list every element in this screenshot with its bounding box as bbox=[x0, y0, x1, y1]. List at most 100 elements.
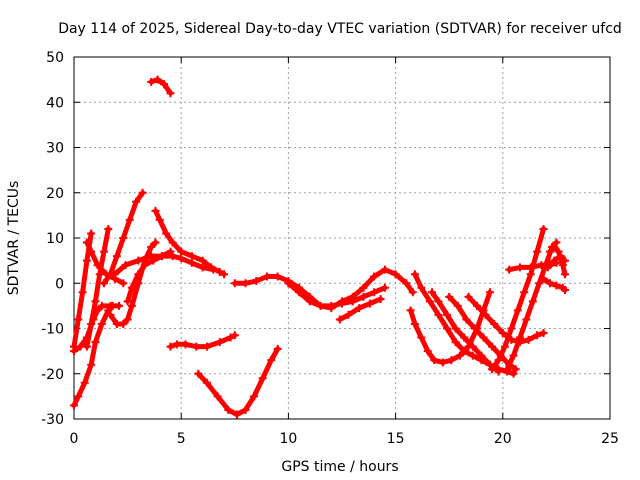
series-arc-12 bbox=[166, 331, 239, 351]
data-point bbox=[125, 215, 134, 224]
data-point bbox=[539, 224, 548, 233]
data-point bbox=[560, 256, 569, 265]
data-series bbox=[70, 75, 569, 419]
data-point bbox=[153, 75, 162, 84]
data-point bbox=[524, 335, 533, 344]
data-point bbox=[187, 252, 196, 261]
data-point bbox=[119, 319, 128, 328]
data-point bbox=[140, 261, 149, 270]
data-point bbox=[241, 279, 250, 288]
series-line bbox=[148, 77, 173, 96]
x-tick-label: 10 bbox=[279, 431, 297, 447]
data-point bbox=[438, 358, 447, 367]
data-point bbox=[344, 310, 353, 319]
data-point bbox=[560, 270, 569, 279]
x-tick-label: 25 bbox=[601, 431, 619, 447]
data-point bbox=[481, 310, 490, 319]
data-point bbox=[162, 229, 171, 238]
data-point bbox=[511, 365, 520, 374]
data-point bbox=[556, 252, 565, 261]
data-point bbox=[522, 315, 531, 324]
data-point bbox=[370, 288, 379, 297]
data-point bbox=[213, 392, 222, 401]
data-point bbox=[485, 288, 494, 297]
data-point bbox=[70, 401, 78, 410]
series-line bbox=[545, 253, 568, 270]
x-tick-labels: 0 5 10 15 20 25 bbox=[70, 431, 619, 447]
data-point bbox=[93, 261, 102, 270]
data-point bbox=[460, 333, 469, 342]
data-point bbox=[110, 270, 119, 279]
data-point bbox=[494, 356, 503, 365]
data-point bbox=[447, 356, 456, 365]
data-point bbox=[226, 333, 235, 342]
data-point bbox=[488, 365, 497, 374]
data-point bbox=[202, 342, 211, 351]
data-point bbox=[526, 270, 535, 279]
data-point bbox=[423, 347, 432, 356]
data-point bbox=[526, 263, 535, 272]
data-point bbox=[87, 247, 96, 256]
data-point bbox=[479, 333, 488, 342]
data-point bbox=[252, 276, 261, 285]
data-point bbox=[539, 329, 548, 338]
data-point bbox=[545, 279, 554, 288]
data-point bbox=[552, 238, 561, 247]
chart-title: Day 114 of 2025, Sidereal Day-to-day VTE… bbox=[58, 21, 622, 37]
data-point bbox=[509, 351, 518, 360]
data-point bbox=[134, 270, 143, 279]
series-line bbox=[153, 208, 227, 277]
data-point bbox=[121, 261, 130, 270]
data-point bbox=[380, 283, 389, 292]
x-tick-label: 5 bbox=[177, 431, 186, 447]
data-point bbox=[106, 310, 115, 319]
data-point bbox=[539, 274, 548, 283]
data-point bbox=[509, 369, 518, 378]
data-point bbox=[410, 270, 419, 279]
data-point bbox=[97, 319, 106, 328]
data-point bbox=[138, 188, 147, 197]
data-point bbox=[273, 344, 282, 353]
data-point bbox=[376, 295, 385, 304]
data-point bbox=[123, 315, 132, 324]
data-point bbox=[80, 378, 89, 387]
data-point bbox=[464, 292, 473, 301]
series-arc-18 bbox=[410, 270, 518, 378]
data-point bbox=[104, 224, 113, 233]
data-point bbox=[402, 279, 411, 288]
series-arc-15 bbox=[284, 279, 389, 310]
data-point bbox=[87, 319, 96, 328]
data-point bbox=[284, 279, 293, 288]
series-arc-27 bbox=[543, 252, 569, 272]
data-point bbox=[100, 279, 109, 288]
data-point bbox=[262, 272, 271, 281]
data-point bbox=[224, 405, 233, 414]
data-point bbox=[554, 247, 563, 256]
data-point bbox=[408, 288, 417, 297]
series-arc-26 bbox=[539, 274, 569, 295]
data-point bbox=[207, 263, 216, 272]
x-tick-label: 15 bbox=[387, 431, 405, 447]
data-point bbox=[127, 283, 136, 292]
series-arc-10 bbox=[151, 206, 229, 279]
data-point bbox=[267, 356, 276, 365]
data-point bbox=[410, 319, 419, 328]
data-point bbox=[119, 279, 128, 288]
data-point bbox=[119, 234, 128, 242]
data-point bbox=[488, 342, 497, 351]
data-point bbox=[168, 252, 177, 261]
data-point bbox=[558, 261, 567, 270]
data-point bbox=[443, 310, 452, 319]
data-point bbox=[87, 360, 96, 369]
data-point bbox=[430, 356, 439, 365]
data-point bbox=[428, 288, 437, 297]
data-point bbox=[305, 297, 314, 306]
grid-lines bbox=[74, 57, 610, 419]
data-point bbox=[147, 77, 156, 86]
data-point bbox=[370, 272, 379, 281]
data-point bbox=[82, 238, 91, 247]
data-point bbox=[250, 392, 259, 401]
data-point bbox=[455, 351, 464, 360]
series-line bbox=[195, 346, 281, 417]
